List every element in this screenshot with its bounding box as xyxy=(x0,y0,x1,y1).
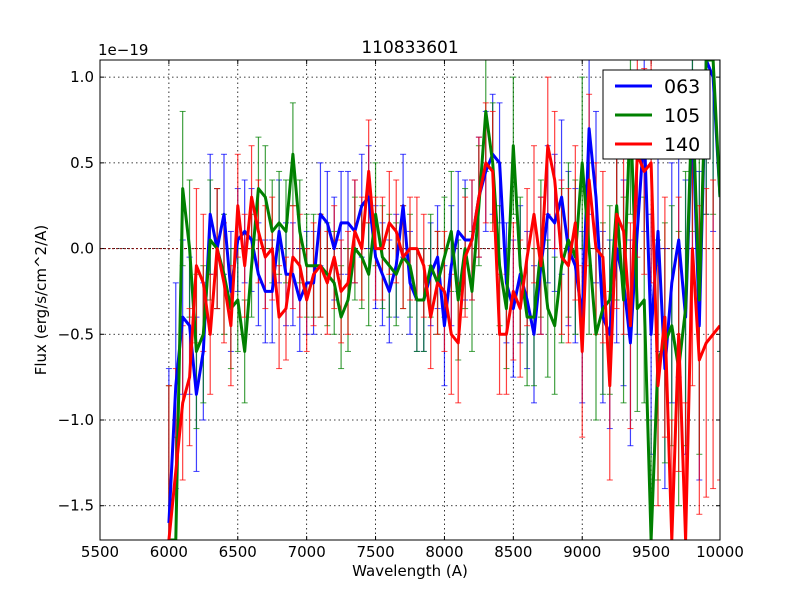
x-tick-label: 10000 xyxy=(696,543,744,561)
chart-title: 110833601 xyxy=(361,38,458,58)
y-tick-label: 0.5 xyxy=(70,154,94,172)
y-offset-label: 1e−19 xyxy=(98,41,148,59)
x-tick-label: 7000 xyxy=(288,543,326,561)
x-tick-label: 9000 xyxy=(563,543,601,561)
legend-label: 063 xyxy=(664,76,700,98)
x-tick-label: 7500 xyxy=(356,543,394,561)
y-tick-label: 0.0 xyxy=(70,240,94,258)
x-tick-label: 6000 xyxy=(150,543,188,561)
x-tick-label: 6500 xyxy=(219,543,257,561)
axis-ticks: 5500 6000 6500 7000 7500 8000 8500 9000 9500 1000… xyxy=(58,60,744,561)
y-axis-label: Flux (erg/s/cm^2/A) xyxy=(32,225,50,376)
y-tick-label: −0.5 xyxy=(58,325,94,343)
plot-data xyxy=(100,60,720,540)
legend-label: 140 xyxy=(664,134,700,156)
y-tick-label: −1.0 xyxy=(58,411,94,429)
legend-label: 105 xyxy=(664,105,700,127)
x-axis-label: Wavelength (A) xyxy=(352,562,468,580)
x-tick-label: 8500 xyxy=(494,543,532,561)
series-line-063 xyxy=(167,60,720,523)
series-line-105 xyxy=(168,60,720,540)
x-tick-label: 5500 xyxy=(81,543,119,561)
y-tick-label: −1.5 xyxy=(58,497,94,515)
series-line-140 xyxy=(167,144,720,540)
legend: 063 105 140 xyxy=(602,69,711,160)
x-tick-label: 9500 xyxy=(632,543,670,561)
y-tick-label: 1.0 xyxy=(70,68,94,86)
x-tick-label: 8000 xyxy=(425,543,463,561)
plot-frame xyxy=(99,59,721,541)
